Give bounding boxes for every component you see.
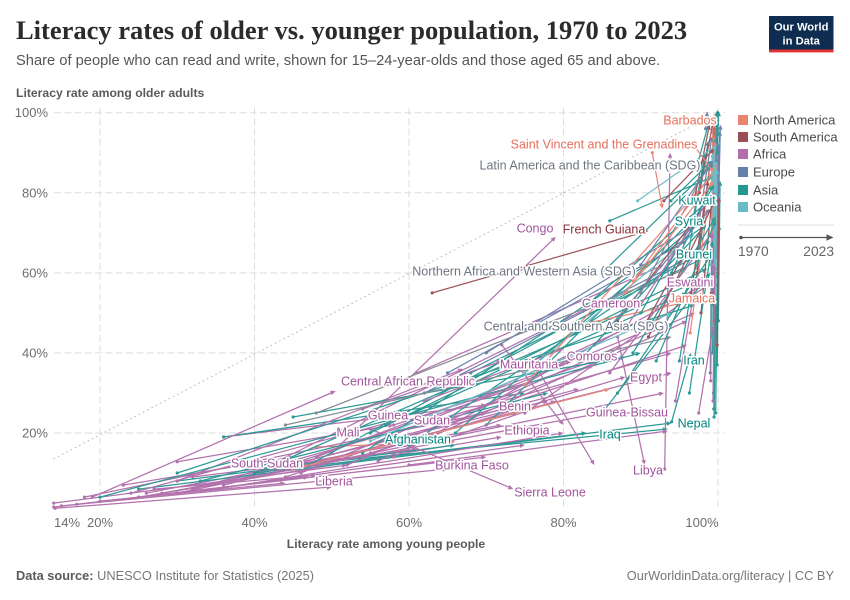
svg-text:Liberia: Liberia bbox=[315, 475, 353, 489]
svg-text:Egypt: Egypt bbox=[630, 371, 662, 385]
svg-text:Share of people who can read a: Share of people who can read and write, … bbox=[16, 53, 660, 69]
svg-text:Our World: Our World bbox=[774, 22, 829, 34]
svg-text:20%: 20% bbox=[22, 426, 48, 441]
svg-text:Central African Republic: Central African Republic bbox=[341, 375, 475, 389]
svg-text:Central and Southern Asia (SDG: Central and Southern Asia (SDG) bbox=[484, 320, 669, 334]
svg-text:Iraq: Iraq bbox=[599, 428, 621, 442]
svg-text:80%: 80% bbox=[550, 515, 576, 530]
svg-text:Northern Africa and Western As: Northern Africa and Western Asia (SDG) bbox=[412, 265, 635, 279]
svg-text:Jamaica: Jamaica bbox=[669, 292, 716, 306]
svg-text:1970: 1970 bbox=[738, 244, 769, 259]
svg-text:OurWorldinData.org/literacy |: OurWorldinData.org/literacy | CC BY bbox=[627, 568, 835, 583]
svg-text:Mauritania: Mauritania bbox=[500, 358, 558, 372]
svg-text:North America: North America bbox=[753, 113, 836, 128]
svg-text:Guinea: Guinea bbox=[368, 409, 408, 423]
svg-text:100%: 100% bbox=[685, 515, 719, 530]
svg-text:Nepal: Nepal bbox=[678, 417, 711, 431]
svg-text:Congo: Congo bbox=[517, 222, 554, 236]
svg-text:Comoros: Comoros bbox=[567, 350, 618, 364]
svg-text:14%: 14% bbox=[54, 515, 80, 530]
svg-text:Afghanistan: Afghanistan bbox=[385, 433, 451, 447]
svg-text:20%: 20% bbox=[87, 515, 113, 530]
svg-text:Data source: UNESCO Institute: Data source: UNESCO Institute for Statis… bbox=[16, 568, 314, 583]
svg-text:Europe: Europe bbox=[753, 165, 795, 180]
svg-text:40%: 40% bbox=[241, 515, 267, 530]
svg-text:Syria: Syria bbox=[675, 215, 704, 229]
svg-text:60%: 60% bbox=[22, 265, 48, 280]
svg-text:South America: South America bbox=[753, 130, 838, 145]
svg-text:Sudan: Sudan bbox=[414, 414, 450, 428]
svg-text:Guinea-Bissau: Guinea-Bissau bbox=[586, 406, 668, 420]
svg-text:in Data: in Data bbox=[783, 36, 821, 48]
svg-text:Libya: Libya bbox=[633, 464, 663, 478]
svg-text:Cameroon: Cameroon bbox=[582, 297, 640, 311]
svg-text:Latin America and the Caribbea: Latin America and the Caribbean (SDG) bbox=[480, 159, 701, 173]
svg-text:80%: 80% bbox=[22, 185, 48, 200]
svg-text:Saint Vincent and the Grenadin: Saint Vincent and the Grenadines bbox=[511, 138, 698, 152]
svg-text:Literacy rate among older adul: Literacy rate among older adults bbox=[16, 86, 205, 100]
svg-text:Literacy rates of older vs. yo: Literacy rates of older vs. younger popu… bbox=[16, 15, 687, 45]
svg-text:French Guiana: French Guiana bbox=[563, 223, 646, 237]
svg-text:Burkina Faso: Burkina Faso bbox=[435, 459, 509, 473]
svg-text:2023: 2023 bbox=[803, 244, 834, 259]
svg-text:60%: 60% bbox=[396, 515, 422, 530]
svg-text:Asia: Asia bbox=[753, 183, 779, 198]
svg-text:Kuwait: Kuwait bbox=[678, 194, 716, 208]
svg-text:Ethiopia: Ethiopia bbox=[504, 424, 549, 438]
svg-text:South Sudan: South Sudan bbox=[231, 457, 303, 471]
svg-text:Barbados: Barbados bbox=[663, 114, 717, 128]
svg-text:Brunei: Brunei bbox=[676, 248, 712, 262]
svg-text:Eswatini: Eswatini bbox=[667, 276, 714, 290]
svg-text:Oceania: Oceania bbox=[753, 200, 802, 215]
svg-text:Mali: Mali bbox=[337, 426, 360, 440]
svg-text:Literacy rate among young peop: Literacy rate among young people bbox=[287, 537, 486, 551]
svg-text:100%: 100% bbox=[15, 105, 49, 120]
svg-text:Benin: Benin bbox=[499, 400, 531, 414]
svg-text:Sierra Leone: Sierra Leone bbox=[514, 486, 586, 500]
svg-text:40%: 40% bbox=[22, 345, 48, 360]
svg-text:Iran: Iran bbox=[683, 354, 705, 368]
svg-text:Africa: Africa bbox=[753, 147, 787, 162]
